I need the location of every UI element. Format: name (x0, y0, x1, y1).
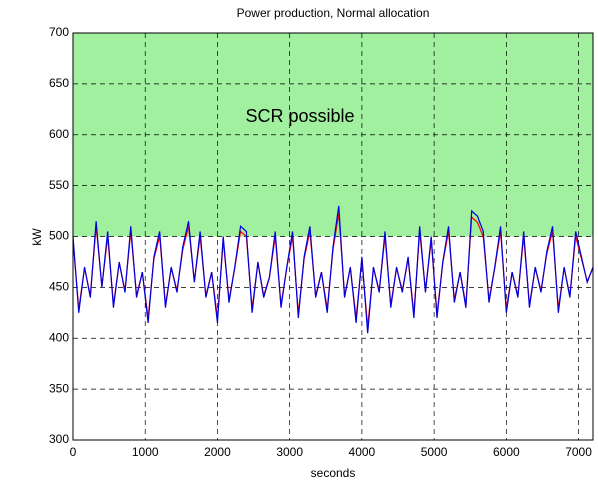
plot-frame (72, 32, 594, 441)
y-tick-label: 700 (49, 25, 69, 39)
x-tick-label: 6000 (493, 445, 520, 459)
region-label: SCR possible (245, 106, 354, 126)
x-tick-label: 0 (70, 445, 77, 459)
y-tick-label: 650 (49, 76, 69, 90)
chart-title: Power production, Normal allocation (237, 6, 430, 20)
y-tick-label: 400 (49, 330, 69, 344)
y-tick-label: 550 (49, 178, 69, 192)
x-tick-label: 2000 (204, 445, 231, 459)
y-tick-label: 600 (49, 127, 69, 141)
y-tick-label: 300 (49, 432, 69, 446)
y-axis-label: kW (30, 228, 44, 246)
x-axis-label: seconds (311, 466, 356, 480)
x-tick-label: 4000 (349, 445, 376, 459)
y-tick-label: 450 (49, 280, 69, 294)
y-tick-label: 500 (49, 229, 69, 243)
x-tick-label: 5000 (421, 445, 448, 459)
x-tick-label: 3000 (276, 445, 303, 459)
line-series (72, 205, 594, 334)
y-tick-label: 350 (49, 381, 69, 395)
x-tick-label: 7000 (565, 445, 592, 459)
x-tick-label: 1000 (132, 445, 159, 459)
